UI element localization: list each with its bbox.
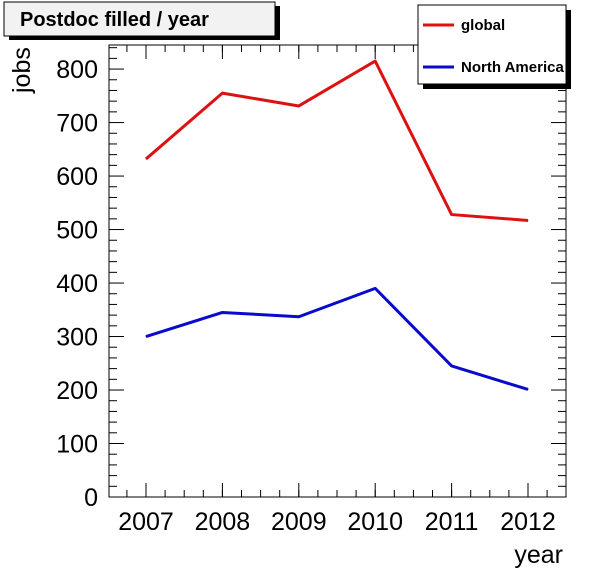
x-tick-label: 2007 bbox=[118, 508, 174, 536]
y-tick-label: 500 bbox=[56, 217, 98, 245]
y-tick-label: 200 bbox=[56, 377, 98, 405]
y-tick-label: 800 bbox=[56, 56, 98, 84]
x-tick-label: 2011 bbox=[425, 508, 479, 536]
legend-label: global bbox=[461, 17, 505, 34]
y-tick-label: 600 bbox=[56, 163, 98, 191]
x-axis: 2007 2008 2009 2010 2011 2012 bbox=[118, 45, 556, 536]
x-tick-label: 2009 bbox=[271, 508, 327, 536]
y-tick-label: 400 bbox=[56, 270, 98, 298]
data-point bbox=[145, 158, 147, 160]
legend-label: North America bbox=[461, 59, 564, 76]
x-tick-label: 2008 bbox=[195, 508, 251, 536]
chart-title: Postdoc filled / year bbox=[20, 9, 209, 31]
data-point bbox=[221, 92, 223, 94]
x-axis-title: year bbox=[514, 541, 563, 569]
data-point bbox=[298, 316, 300, 318]
data-point bbox=[451, 365, 453, 367]
y-tick-label: 700 bbox=[56, 110, 98, 138]
y-axis-title: jobs bbox=[8, 47, 36, 94]
data-point bbox=[221, 311, 223, 313]
series-layer bbox=[145, 59, 529, 391]
data-point bbox=[145, 336, 147, 338]
y-tick-label: 100 bbox=[56, 431, 98, 459]
chart-title-box: Postdoc filled / year bbox=[3, 1, 280, 40]
data-point bbox=[298, 105, 300, 107]
series-line-0 bbox=[145, 59, 529, 222]
y-tick-label: 0 bbox=[84, 484, 98, 512]
x-tick-label: 2012 bbox=[500, 508, 556, 536]
y-tick-label: 300 bbox=[56, 324, 98, 352]
x-tick-label: 2010 bbox=[347, 508, 403, 536]
y-axis: 0 100 200 300 400 500 600 700 800 bbox=[56, 47, 566, 512]
data-point bbox=[374, 287, 376, 289]
plot-frame bbox=[108, 44, 567, 498]
series-line-1 bbox=[145, 286, 529, 391]
data-point bbox=[451, 214, 453, 216]
data-point bbox=[527, 388, 529, 390]
data-point bbox=[374, 60, 376, 62]
data-point bbox=[527, 219, 529, 221]
legend: global North America bbox=[417, 4, 571, 89]
